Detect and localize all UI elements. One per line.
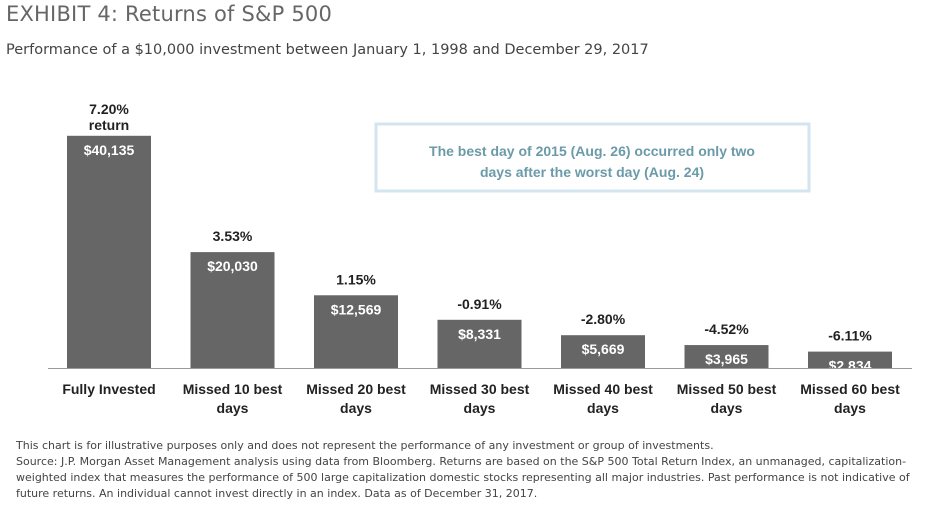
bar-5 [561, 335, 645, 368]
footnote: This chart is for illustrative purposes … [16, 438, 916, 502]
bar-6 [684, 345, 769, 368]
bar-value-label: $20,030 [207, 258, 258, 274]
bar-3 [314, 295, 398, 368]
category-label: days [464, 400, 496, 416]
annotation-line-1: The best day of 2015 (Aug. 26) occurred … [429, 143, 755, 159]
bar-value-label: $8,331 [458, 326, 501, 342]
return-label: -6.11% [828, 328, 872, 344]
exhibit-title: EXHIBIT 4: Returns of S&P 500 [6, 2, 332, 26]
return-label: 7.20% [89, 101, 129, 117]
category-label: days [834, 400, 866, 416]
annotation-box [374, 122, 811, 193]
category-label: Missed 20 best [306, 381, 406, 397]
return-label: 3.53% [213, 228, 253, 244]
chart-subtitle: Performance of a $10,000 investment betw… [6, 42, 649, 58]
category-label: days [217, 400, 249, 416]
category-label: Missed 10 best [183, 381, 283, 397]
category-label: Missed 40 best [553, 381, 653, 397]
disclaimer-text: This chart is for illustrative purposes … [16, 439, 714, 452]
category-label: days [711, 400, 743, 416]
category-label: Missed 50 best [677, 381, 777, 397]
bar-value-label: $12,569 [331, 301, 382, 317]
category-label: Fully Invested [62, 381, 155, 397]
bar-value-label: $5,669 [582, 341, 625, 357]
bar-value-label: $3,965 [705, 351, 748, 367]
bar-2 [190, 252, 275, 368]
annotation-callout: The best day of 2015 (Aug. 26) occurred … [374, 122, 811, 193]
bars-layer: $40,135 7.20%return Fully Invested $20,030 3… [62, 101, 900, 416]
bar-4 [437, 319, 522, 368]
return-label: -4.52% [704, 321, 749, 337]
bar-7 [808, 351, 892, 368]
return-label: -0.91% [457, 296, 502, 312]
category-label: days [587, 400, 619, 416]
category-label: Missed 30 best [430, 381, 530, 397]
returns-bar-chart: $40,135 7.20%return Fully Invested $20,030 3… [48, 101, 912, 416]
category-label: Missed 60 best [800, 381, 900, 397]
bar-value-label: $2,834 [829, 358, 872, 374]
source-text: Source: J.P. Morgan Asset Management ana… [16, 455, 910, 500]
return-label: -2.80% [581, 311, 626, 327]
return-label-suffix: return [89, 117, 129, 133]
return-label: 1.15% [336, 271, 376, 287]
bar-1 [67, 135, 151, 368]
category-label: days [340, 400, 372, 416]
annotation-line-2: days after the worst day (Aug. 24) [480, 164, 704, 180]
bar-value-label: $40,135 [84, 142, 135, 158]
